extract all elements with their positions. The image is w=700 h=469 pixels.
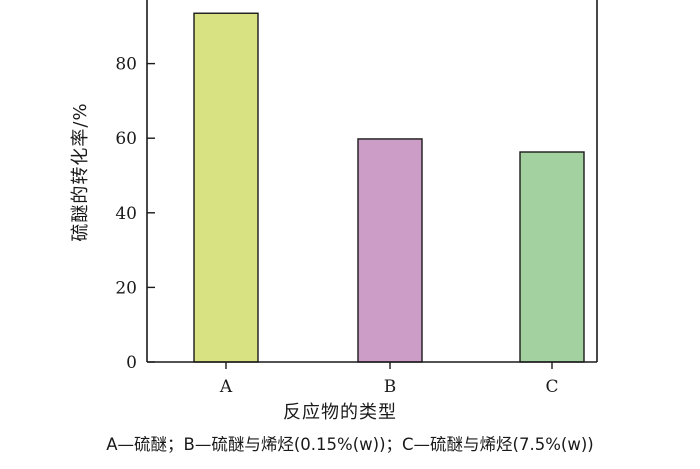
x-axis-title: 反应物的类型: [283, 402, 397, 423]
bar-A: [193, 12, 259, 363]
y-axis-title: 硫醚的转化率/%: [70, 102, 91, 241]
y-axis-ticks: 0 20 40 60 80: [115, 55, 155, 373]
y-tick-label-40: 40: [115, 204, 137, 224]
x-tick-label-A: A: [219, 377, 233, 397]
y-tick-label-20: 20: [115, 278, 137, 298]
x-tick-label-B: B: [384, 377, 397, 397]
figure-caption: A—硫醚；B—硫醚与烯烃(0.15%(w))；C—硫醚与烯烃(7.5%(w)): [106, 435, 594, 454]
x-axis-categories: A B C: [219, 362, 559, 397]
y-tick-label-80: 80: [115, 55, 137, 75]
y-tick-label-60: 60: [115, 129, 137, 149]
y-tick-label-0: 0: [126, 353, 137, 373]
x-tick-label-C: C: [545, 377, 558, 397]
bars: [193, 12, 585, 363]
bar-B: [357, 138, 423, 363]
bar-C: [519, 151, 585, 363]
